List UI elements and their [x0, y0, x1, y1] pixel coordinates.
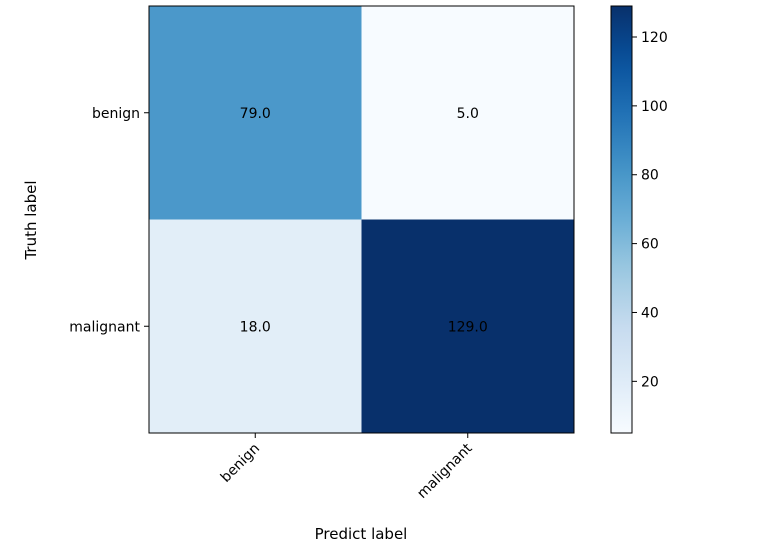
- heatmap-cell: [149, 219, 362, 434]
- x-tick-label: benign: [218, 441, 263, 486]
- y-axis: benign malignant: [69, 106, 149, 335]
- x-tick-label: malignant: [414, 440, 476, 502]
- cell-value-label: 79.0: [240, 106, 271, 122]
- colorbar-frame: [610, 5, 633, 434]
- colorbar-tick-label: 20: [641, 374, 659, 390]
- heatmap-cell: [361, 219, 575, 434]
- colorbar-gradient: [611, 6, 632, 433]
- colorbar-tick-label: 120: [641, 30, 668, 46]
- colorbar-tick-label: 100: [641, 99, 668, 115]
- colorbar: 20 40 60 80 100 120: [610, 5, 668, 434]
- colorbar-tick-label: 40: [641, 305, 659, 321]
- heatmap-cells: [149, 6, 575, 434]
- cell-value-labels: 79.0 5.0 18.0 129.0: [240, 106, 488, 336]
- x-axis-label: Predict label: [315, 525, 408, 543]
- y-axis-label: Truth label: [22, 180, 40, 260]
- y-tick-label: benign: [92, 106, 140, 122]
- cell-value-label: 18.0: [240, 319, 271, 335]
- colorbar-ticks: 20 40 60 80 100 120: [632, 30, 668, 390]
- colorbar-tick-label: 60: [641, 237, 659, 253]
- colorbar-tick-label: 80: [641, 168, 659, 184]
- cell-value-label: 129.0: [448, 319, 488, 335]
- heatmap-cell: [361, 6, 575, 220]
- cell-value-label: 5.0: [457, 106, 479, 122]
- y-tick-label: malignant: [69, 319, 140, 335]
- x-axis: benign malignant: [218, 433, 476, 502]
- plot-frame: [148, 5, 575, 434]
- heatmap-cell: [149, 6, 362, 220]
